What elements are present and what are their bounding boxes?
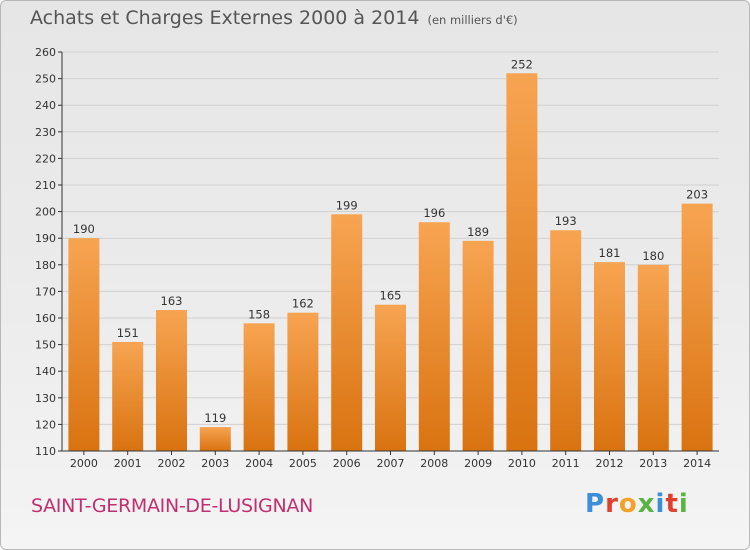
logo-letter: i <box>655 489 666 519</box>
data-label-2011: 193 <box>555 214 577 228</box>
x-tick-label-2001: 2001 <box>114 457 142 470</box>
unit-label: (en milliers d'€) <box>427 13 518 27</box>
x-tick-label-2013: 2013 <box>639 457 667 470</box>
title-text: Achats et Charges Externes 2000 à 2014 <box>30 7 420 29</box>
bar-2005 <box>287 312 319 451</box>
x-tick-label-2008: 2008 <box>420 457 448 470</box>
y-tick-label: 150 <box>35 339 56 352</box>
proxiti-logo: Proxiti <box>585 489 689 519</box>
y-tick-label: 120 <box>35 418 56 431</box>
city-name: SAINT-GERMAIN-DE-LUSIGNAN <box>31 495 313 517</box>
x-tick-label-2005: 2005 <box>289 457 317 470</box>
logo-letter: r <box>605 489 619 519</box>
logo-letter: t <box>665 489 679 519</box>
bar-2012 <box>594 262 625 451</box>
axes: 110 120 130 140 150 160 170 180 190 200 210 220 230 2… <box>35 46 719 470</box>
bar-2010 <box>506 73 538 451</box>
y-tick-label: 110 <box>35 445 56 458</box>
x-tick-label-2011: 2011 <box>552 457 580 470</box>
y-tick-label: 180 <box>35 259 56 272</box>
data-label-2013: 180 <box>642 249 664 263</box>
data-label-2003: 119 <box>204 411 226 425</box>
bar-2001 <box>112 341 144 451</box>
x-tick-label-2002: 2002 <box>158 457 186 470</box>
y-tick-label: 170 <box>35 285 56 298</box>
data-label-2004: 158 <box>248 307 270 321</box>
data-label-2001: 151 <box>117 326 139 340</box>
x-tick-label-2006: 2006 <box>333 457 361 470</box>
y-tick-label: 210 <box>35 179 56 192</box>
x-tick-label-2012: 2012 <box>596 457 624 470</box>
logo-letter: P <box>585 489 606 519</box>
y-tick-label: 140 <box>35 365 56 378</box>
bar-2003 <box>199 427 231 451</box>
bar-2004 <box>243 323 275 451</box>
data-label-2007: 165 <box>380 289 402 303</box>
x-tick-label-2010: 2010 <box>508 457 536 470</box>
y-tick-label: 230 <box>35 126 56 139</box>
data-label-2008: 196 <box>423 206 445 220</box>
bar-2002 <box>156 310 187 451</box>
data-label-2002: 163 <box>161 294 183 308</box>
bar-2000 <box>68 238 100 451</box>
bar-2009 <box>462 240 494 451</box>
data-label-2005: 162 <box>292 297 314 311</box>
bar-2011 <box>550 230 582 451</box>
chart-title: Achats et Charges Externes 2000 à 2014 (e… <box>30 7 518 29</box>
y-tick-label: 250 <box>35 73 56 86</box>
x-tick-label-2000: 2000 <box>70 457 98 470</box>
logo-letter: i <box>678 489 689 519</box>
bar-2008 <box>418 222 450 451</box>
bar-2007 <box>375 304 406 451</box>
data-label-2009: 189 <box>467 225 489 239</box>
bar-2014 <box>681 203 713 451</box>
data-label-2010: 252 <box>511 57 533 71</box>
bar-2006 <box>331 214 363 451</box>
bars: 190 151 163 119 158 162 199 165 196 189 252 193 181 1… <box>68 57 713 451</box>
x-tick-label-2009: 2009 <box>464 457 492 470</box>
x-tick-label-2003: 2003 <box>201 457 229 470</box>
bar-2013 <box>637 264 669 451</box>
data-label-2012: 181 <box>599 246 621 260</box>
y-tick-label: 240 <box>35 99 56 112</box>
y-tick-label: 190 <box>35 232 56 245</box>
y-tick-label: 130 <box>35 392 56 405</box>
logo-letter: x <box>637 489 656 519</box>
data-label-2014: 203 <box>686 188 708 202</box>
data-label-2006: 199 <box>336 198 358 212</box>
y-tick-label: 260 <box>35 46 56 59</box>
y-tick-label: 160 <box>35 312 56 325</box>
logo-letter: o <box>618 489 638 519</box>
x-tick-label-2014: 2014 <box>683 457 711 470</box>
y-tick-label: 200 <box>35 206 56 219</box>
y-tick-label: 220 <box>35 152 56 165</box>
x-tick-label-2007: 2007 <box>377 457 405 470</box>
x-tick-label-2004: 2004 <box>245 457 273 470</box>
data-label-2000: 190 <box>73 222 95 236</box>
